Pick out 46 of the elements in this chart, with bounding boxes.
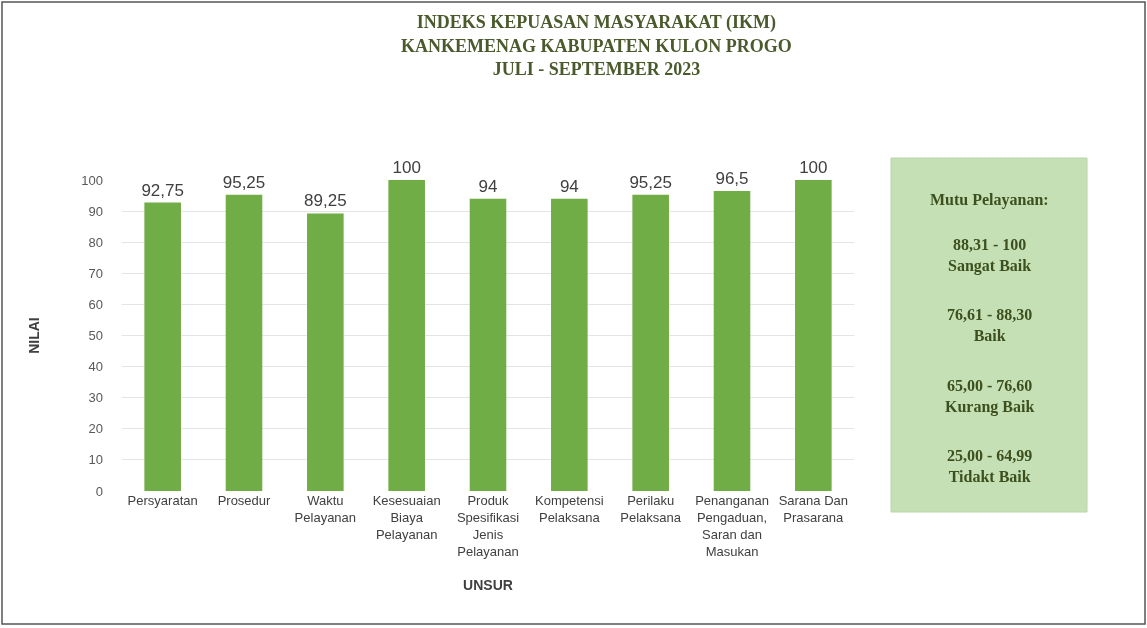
data-label: 95,25 bbox=[629, 172, 672, 192]
y-tick-label: 80 bbox=[88, 234, 103, 250]
x-tick-label: Waktu Pelayanan bbox=[294, 493, 357, 525]
bar bbox=[144, 202, 181, 491]
bar bbox=[713, 190, 751, 491]
data-label: 100 bbox=[392, 158, 421, 177]
bar bbox=[469, 198, 507, 491]
text: 65,00 - 76,60 Kurang Baik bbox=[945, 377, 1035, 416]
text: 76,61 - 88,30 Baik bbox=[947, 306, 1033, 344]
bar bbox=[795, 180, 832, 491]
data-label: 89,25 bbox=[304, 191, 347, 211]
text: 88,31 - 100 Sangat Baik bbox=[948, 236, 1032, 275]
y-tick-label: 0 bbox=[95, 483, 103, 499]
y-tick-label: 60 bbox=[88, 296, 103, 312]
y-tick-label: 100 bbox=[81, 172, 103, 188]
x-tick-label: Sarana Dan Prasarana bbox=[778, 493, 849, 525]
bar bbox=[388, 180, 425, 491]
chart-title: INDEKS KEPUASAN MASYARAKAT (IKM) KANKEMENAG KABUPATEN KULON PROGO JULI - SEPTEMBER 2023 bbox=[401, 12, 792, 80]
x-tick-label: Penanganan Pengaduan, Saran dan Masukan bbox=[695, 493, 769, 559]
y-axis-title: NILAI bbox=[25, 317, 42, 354]
data-label: 100 bbox=[799, 158, 828, 177]
bar bbox=[632, 194, 669, 491]
x-tick-label: Kompetensi Pelaksana bbox=[535, 493, 604, 525]
y-tick-label: 30 bbox=[88, 390, 103, 406]
x-tick-label: Perilaku Pelaksana bbox=[620, 493, 682, 525]
x-tick-label: Kesesuaian Biaya Pelayanan bbox=[372, 493, 441, 542]
x-tick-label: Prosedur bbox=[217, 493, 272, 508]
x-tick-label: Produk Spesifikasi Jenis Pelayanan bbox=[456, 493, 520, 559]
y-tick-label: 50 bbox=[88, 328, 103, 344]
bar bbox=[551, 198, 588, 491]
x-tick-label: Persyaratan bbox=[127, 493, 198, 508]
data-label: 92,75 bbox=[141, 180, 184, 200]
data-label: 96,5 bbox=[715, 168, 749, 188]
text: Mutu Pelayanan: bbox=[930, 191, 1049, 209]
y-tick-label: 70 bbox=[88, 265, 103, 281]
text: 25,00 - 64,99 Tidakt Baik bbox=[947, 447, 1033, 485]
data-label: 94 bbox=[559, 176, 579, 196]
x-axis-title: UNSUR bbox=[463, 577, 513, 593]
y-tick-label: 40 bbox=[88, 359, 103, 375]
data-label: 95,25 bbox=[222, 172, 266, 192]
y-tick-label: 90 bbox=[88, 203, 103, 219]
data-label: 94 bbox=[478, 176, 498, 196]
y-tick-label: 20 bbox=[88, 421, 103, 437]
y-tick-label: 10 bbox=[88, 452, 103, 468]
bar bbox=[307, 213, 344, 491]
bar bbox=[225, 194, 263, 491]
